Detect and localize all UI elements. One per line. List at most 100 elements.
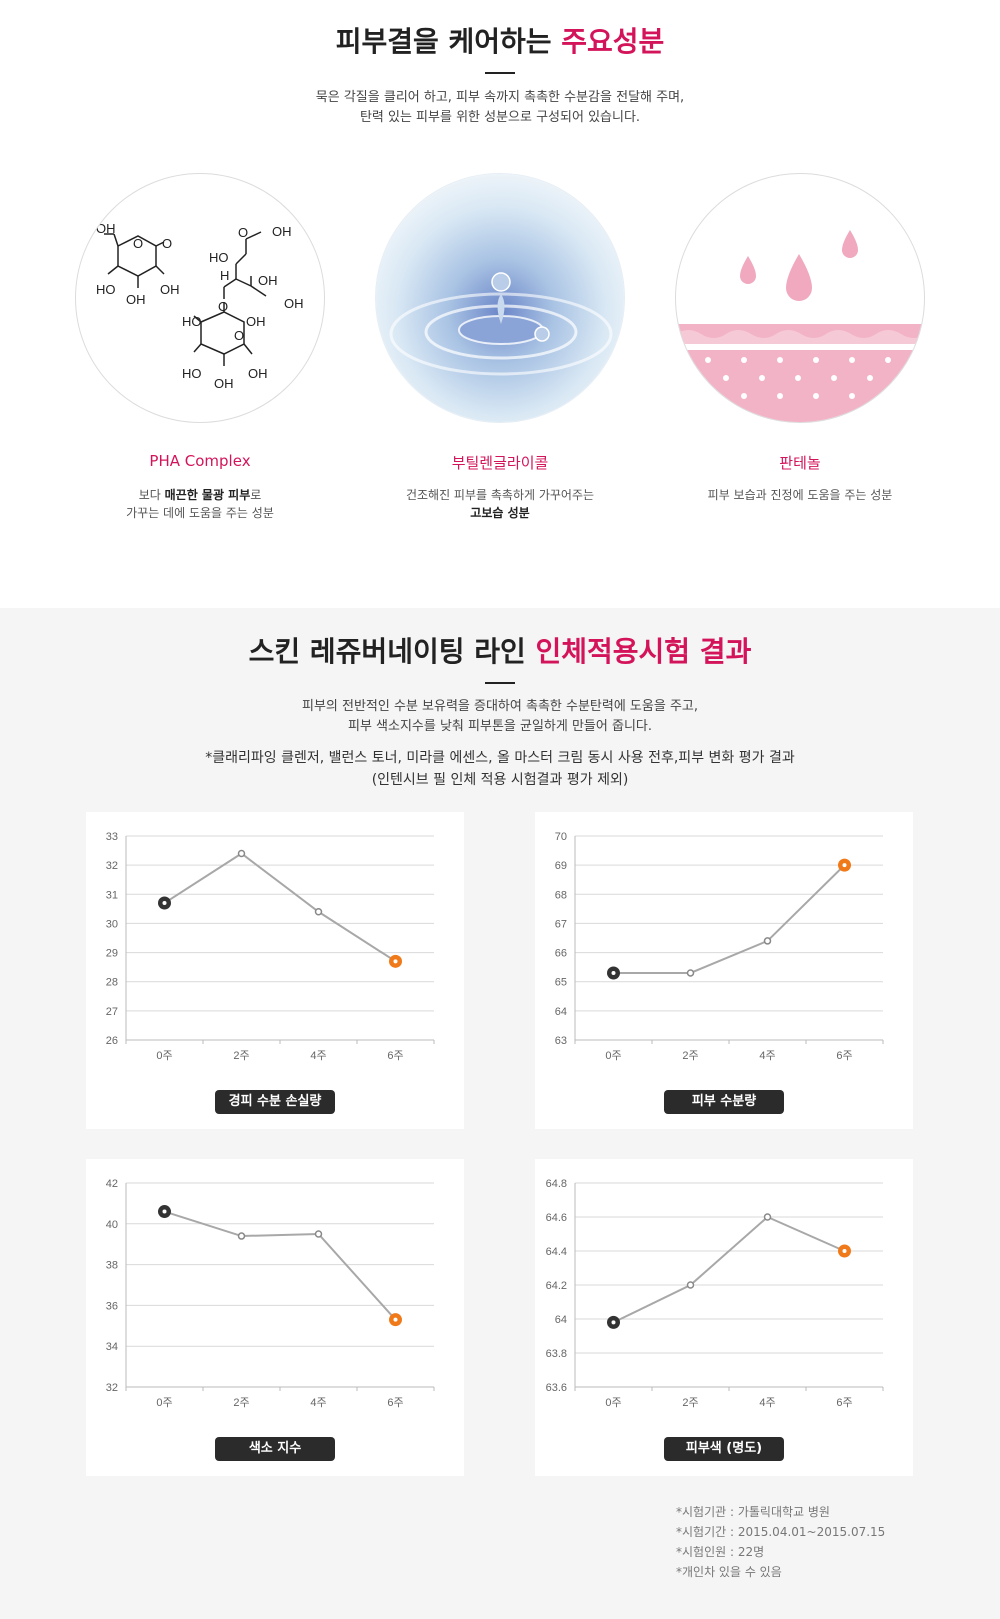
y-tick-label: 63.6 [546,1382,567,1394]
brightness-chart: 64.8 64.6 64.4 64.2 64 63.8 63.6 0주 2주 4주 6주 [546,1178,884,1409]
y-tick-label: 64 [555,1006,567,1018]
study-notes: *시험기관 : 가톨릭대학교 병원 *시험기간 : 2015.04.01~201… [676,1502,885,1582]
results-lead-line2: 피부 색소지수를 낮춰 피부톤을 균일하게 만들어 줍니다. [347,719,652,734]
molecule-label: OH [126,292,146,307]
chart-title-moisture: 피부 수분량 [664,1090,784,1114]
chart-title-brightness: 피부색 (명도) [664,1437,784,1461]
y-tick-label: 64.4 [546,1246,567,1258]
molecule-label: H [220,268,229,283]
note-disclaimer: *개인차 있을 수 있음 [676,1565,782,1579]
x-tick-label: 6주 [387,1397,403,1409]
data-point [763,1213,772,1221]
desc-text: 로 [250,488,262,502]
molecule-label: O [218,299,228,314]
note-period: *시험기간 : 2015.04.01~2015.07.15 [676,1525,886,1539]
molecule-label: OH [246,314,266,329]
x-tick-label: 2주 [233,1050,249,1062]
pha-molecule-image: OH O O HO OH OH O OH HO H OH O OH OH HO … [75,173,325,423]
results-title-main: 스킨 레쥬버네이팅 라인 [248,635,536,668]
y-tick-label: 28 [106,977,118,989]
data-point-center [611,970,616,975]
x-tick-label: 4주 [759,1397,775,1409]
x-tick-label: 6주 [836,1050,852,1062]
ingredients-section: 피부결을 케어하는 주요성분 묵은 각질을 클리어 하고, 피부 속까지 촉촉한… [0,0,1000,608]
data-point [237,1232,246,1240]
x-tick-label: 0주 [605,1397,621,1409]
molecule-label: OH [284,296,304,311]
results-title-highlight: 인체적용시험 결과 [535,635,752,668]
x-tick-label: 4주 [310,1397,326,1409]
ingredients-lead: 묵은 각질을 클리어 하고, 피부 속까지 촉촉한 수분감을 전달해 주며, 탄… [0,88,1000,128]
molecule-label: HO [96,282,116,297]
molecule-label: O [162,236,172,251]
y-tick-label: 34 [106,1341,118,1353]
y-tick-label: 64 [555,1314,567,1326]
molecule-label: O [238,225,248,240]
desc-text: 보다 [138,488,165,502]
y-tick-label: 67 [555,918,567,930]
y-tick-label: 38 [106,1260,118,1272]
desc-bold-text: 매끈한 물광 피부 [164,488,251,502]
molecule-label: OH [272,224,292,239]
results-section: 스킨 레쥬버네이팅 라인 인체적용시험 결과 피부의 전반적인 수분 보유력을 … [0,608,1000,1619]
y-tick-label: 68 [555,889,567,901]
ingredient-name-panthenol: 판테놀 [779,454,821,472]
results-lead-line1: 피부의 전반적인 수분 보유력을 증대하여 촉촉한 수분탄력에 도움을 주고, [302,699,698,714]
molecule-label: OH [258,273,278,288]
x-tick-label: 4주 [759,1050,775,1062]
chart-title-melanin: 색소 지수 [215,1437,335,1461]
data-point-center [162,901,167,906]
ingredient-name-pha: PHA Complex [149,452,251,470]
molecule-label: OH [160,282,180,297]
molecule-label: HO [209,250,229,265]
ingredients-title-highlight: 주요성분 [561,25,665,58]
ingredient-desc-butylene-glycol: 건조해진 피부를 촉촉하게 가꾸어주는 고보습 성분 [350,486,650,522]
data-point-center [393,1317,398,1322]
molecule-label: HO [182,366,202,381]
y-tick-label: 42 [106,1178,118,1190]
ingredients-title: 피부결을 케어하는 주요성분 [0,22,1000,62]
y-tick-label: 64.8 [546,1178,567,1190]
panthenol-image [675,173,925,423]
y-tick-label: 32 [106,860,118,872]
molecule-label: O [234,328,244,343]
chart-panel-tewl: 33 32 31 30 29 28 27 26 0주 2주 4주 6주 경피 수분 손실량 [86,812,464,1129]
chart-panel-melanin: 42 40 38 36 34 32 0주 2주 4주 6주 색소 지수 [86,1159,464,1476]
y-tick-label: 63.8 [546,1348,567,1360]
y-tick-label: 33 [106,831,118,843]
y-tick-label: 65 [555,977,567,989]
x-tick-label: 0주 [156,1397,172,1409]
molecule-structure-icon: OH O O HO OH OH O OH HO H OH O OH OH HO … [96,221,304,391]
data-point [314,1230,323,1238]
data-point-center [611,1320,616,1325]
data-point [314,908,323,916]
chart-panel-brightness: 64.8 64.6 64.4 64.2 64 63.8 63.6 0주 2주 4주 6주 피부색 (… [535,1159,913,1476]
melanin-chart: 42 40 38 36 34 32 0주 2주 4주 6주 [106,1178,435,1409]
chart-panel-moisture: 70 69 68 67 66 65 64 63 0주 2주 4주 6주 피부 수분량 [535,812,913,1129]
x-tick-label: 0주 [605,1050,621,1062]
y-tick-label: 64.6 [546,1212,567,1224]
molecule-label: O [133,236,143,251]
butylene-glycol-image [375,173,625,423]
y-tick-label: 40 [106,1219,118,1231]
results-sub-line2: (인텐시브 필 인체 적용 시험결과 평가 제외) [371,772,629,788]
data-point-center [842,863,847,868]
data-point [237,849,246,858]
y-tick-label: 64.2 [546,1280,567,1292]
x-tick-label: 6주 [387,1050,403,1062]
molecule-label: HO [182,314,202,329]
results-sub-line1: *클래리파잉 클렌저, 밸런스 토너, 미라클 에센스, 올 마스터 크림 동시… [205,750,795,766]
x-tick-label: 6주 [836,1397,852,1409]
y-tick-label: 27 [106,1006,118,1018]
series-line [163,852,397,963]
molecule-label: OH [214,376,234,391]
y-tick-label: 26 [106,1035,118,1047]
y-tick-label: 70 [555,831,567,843]
ingredients-lead-line1: 묵은 각질을 클리어 하고, 피부 속까지 촉촉한 수분감을 전달해 주며, [315,90,685,105]
note-participants: *시험인원 : 22명 [676,1545,765,1559]
y-tick-label: 66 [555,948,567,960]
note-institution: *시험기관 : 가톨릭대학교 병원 [676,1505,830,1519]
ingredients-lead-line2: 탄력 있는 피부를 위한 성분으로 구성되어 있습니다. [359,110,641,125]
skin-moisture-icon [676,230,924,422]
y-tick-label: 36 [106,1300,118,1312]
